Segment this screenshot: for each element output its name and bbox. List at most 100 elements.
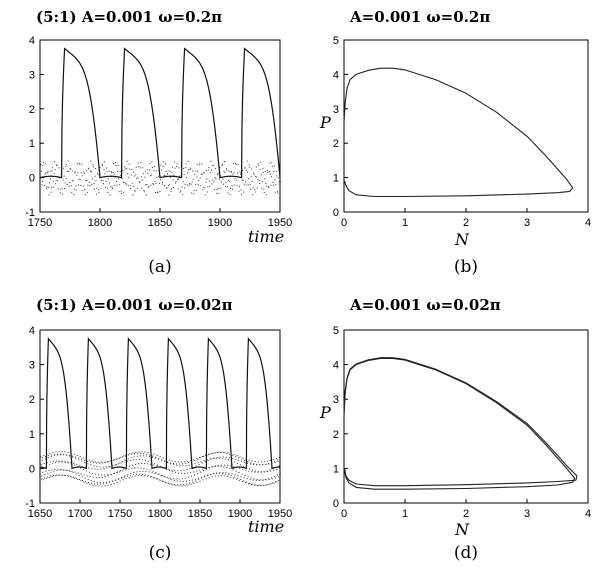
panel-c-dot [261, 471, 263, 473]
panel-a-dot [232, 173, 234, 175]
panel-a-dot [253, 172, 255, 174]
panel-a-dot [167, 170, 169, 172]
panel-c-dot [215, 452, 217, 454]
panel-c-y-tick-label: 2 [29, 394, 35, 406]
panel-c-dot [128, 468, 130, 470]
panel-c-dot [171, 483, 173, 485]
panel-c-dot [130, 472, 132, 474]
panel-a-dot [169, 170, 171, 172]
panel-c-dot [261, 479, 263, 481]
panel-a-dot [274, 191, 276, 193]
panel-c-dot [96, 481, 98, 483]
panel-c-dot [219, 472, 221, 474]
panel-c-dot [126, 467, 128, 469]
panel-c-dot [242, 465, 244, 467]
panel-c-dot [86, 475, 88, 477]
panel-d-y-tick-label: 0 [333, 498, 339, 510]
panel-c-dot [53, 470, 55, 472]
panel-c-dot [60, 453, 62, 455]
panel-c-dot [168, 482, 170, 484]
panel-c-dot [59, 454, 61, 456]
panel-a-dot [46, 188, 48, 190]
panel-a-dot [277, 192, 279, 194]
panel-a-dot [100, 188, 102, 190]
panel-a-dot [196, 176, 198, 178]
panel-c-dot [184, 472, 186, 474]
panel-c-dot [254, 484, 256, 486]
panel-a-dot [207, 169, 209, 171]
panel-c-dot [245, 469, 247, 471]
panel-d-x-tick-label: 0 [341, 508, 347, 520]
panel-a-dot [128, 176, 130, 178]
panel-c-dot [141, 463, 143, 465]
panel-c-dot [192, 459, 194, 461]
panel-c-y-tick-label: 1 [29, 429, 35, 441]
panel-a-dot [200, 185, 202, 187]
panel-a-dot [157, 191, 159, 193]
panel-c-dot [135, 463, 137, 465]
panel-c-dot [144, 459, 146, 461]
panel-c-dot [275, 481, 277, 483]
panel-a-dot [83, 172, 85, 174]
panel-a-dot [192, 170, 194, 172]
panel-c-dot [149, 476, 151, 478]
panel-c-dot [222, 456, 224, 458]
panel-c-dot [245, 467, 247, 469]
panel-c-dot [140, 452, 142, 454]
panel-a-dot [182, 193, 184, 195]
panel-a-dot [193, 193, 195, 195]
panel-c-dot [52, 460, 54, 462]
panel-c-dot [137, 467, 139, 469]
panel-a-dot [188, 169, 190, 171]
panel-c-dot [166, 476, 168, 478]
panel-c-dot [219, 456, 221, 458]
panel-a-dot [202, 189, 204, 191]
panel-a-dot [129, 185, 131, 187]
panel-a-dot [52, 167, 54, 169]
panel-c-dot [225, 472, 227, 474]
panel-a-dot [179, 191, 181, 193]
panel-c-dot [151, 456, 153, 458]
panel-a-dot [154, 180, 156, 182]
panel-a-dot [227, 179, 229, 181]
panel-c-dot [236, 462, 238, 464]
panel-c-dot [149, 469, 151, 471]
panel-c-dot [162, 457, 164, 459]
panel-c-dot [213, 457, 215, 459]
panel-a-y-tick-label: 1 [29, 138, 35, 150]
panel-c-dot [71, 455, 73, 457]
panel-c-dot [107, 475, 109, 477]
panel-c-dot [224, 458, 226, 460]
panel-a-dot [251, 180, 253, 182]
panel-a-dot [112, 172, 114, 174]
panel-c-dot [70, 462, 72, 464]
panel-a-dot [257, 163, 259, 165]
panel-a-dot [228, 170, 230, 172]
panel-c-dot [174, 470, 176, 472]
panel-a-dot [212, 165, 214, 167]
panel-a-dot [266, 185, 268, 187]
panel-a-dot [185, 163, 187, 165]
panel-a-dot [61, 172, 63, 174]
panel-c-dot [99, 466, 101, 468]
panel-c-dot [230, 465, 232, 467]
panel-a-dot [78, 178, 80, 180]
panel-a-dot [250, 175, 252, 177]
panel-c-dot [123, 455, 125, 457]
panel-a-dot [41, 170, 43, 172]
panel-a-dot [153, 166, 155, 168]
panel-c-dot [61, 461, 63, 463]
panel-c-dot [142, 470, 144, 472]
panel-c-dot [185, 465, 187, 467]
panel-c-dot [134, 453, 136, 455]
panel-c-dot [137, 475, 139, 477]
panel-c-dot [147, 463, 149, 465]
panel-a-dot [181, 172, 183, 174]
panel-a-dot [245, 181, 247, 183]
panel-d-caption: (d) [454, 543, 478, 563]
panel-a-dot [143, 189, 145, 191]
panel-a-dot [75, 189, 77, 191]
panel-a-dot [141, 179, 143, 181]
panel-c-dot [91, 482, 93, 484]
panel-c-dot [167, 462, 169, 464]
